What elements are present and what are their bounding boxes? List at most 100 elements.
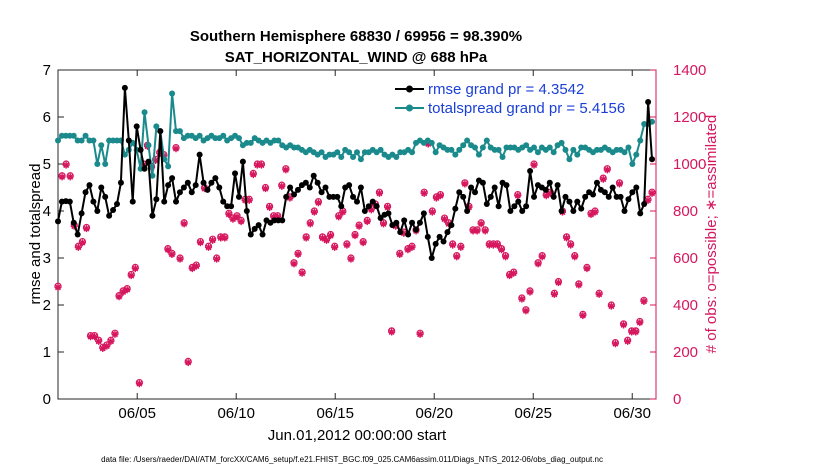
rmse-point [629,189,636,196]
rmse-point [74,231,81,238]
rmse-point [357,184,364,191]
obs-assimilated-point [249,171,257,179]
totalspread-point [346,149,353,156]
obs-assimilated-point [424,140,432,148]
obs-assimilated-point [542,192,550,200]
obs-assimilated-point [205,243,213,251]
rmse-point [550,193,557,200]
totalspread-point [82,132,89,139]
totalspread-point [550,149,557,156]
rmse-series [55,84,656,261]
obs-assimilated-point [262,185,270,193]
left-y-tick-label: 0 [43,391,51,408]
totalspread-point [247,139,254,146]
rmse-point [338,203,345,210]
obs-assimilated-point [82,225,90,233]
rmse-point [515,198,522,205]
obs-assimilated-point [213,255,221,263]
rmse-point [554,182,561,189]
obs-assimilated-point [314,199,322,207]
rmse-point [310,172,317,179]
rmse-point [216,184,223,191]
obs-assimilated-point [233,213,241,221]
rmse-point [448,222,455,229]
obs-assimilated-point [473,227,481,235]
rmse-point [86,182,93,189]
rmse-point [228,203,235,210]
obs-assimilated-point [257,161,265,169]
rmse-point [424,233,431,240]
right-y-axis-label: # of obs: o=possible; ∗=assimilated [703,115,720,354]
obs-assimilated-point [380,220,388,228]
totalspread-point [479,144,486,151]
obs-assimilated-point [571,253,579,261]
rmse-point [121,84,128,91]
totalspread-point [523,142,530,149]
obs-assimilated-point [339,208,347,216]
obs-assimilated-point [554,279,562,287]
rmse-point [350,193,357,200]
obs-assimilated-point [420,189,428,197]
totalspread-point [78,137,85,144]
obs-assimilated-point [432,194,440,202]
totalspread-point [637,137,644,144]
totalspread-point [149,172,156,179]
rmse-point [149,212,156,219]
rmse-point [184,179,191,186]
obs-assimilated-point [282,166,290,174]
rmse-point [129,198,136,205]
obs-assimilated-point [95,337,103,345]
rmse-point [98,184,105,191]
obs-assimilated-point [176,255,184,263]
totalspread-point [428,139,435,146]
obs-assimilated-point [103,342,111,350]
obs-assimilated-point [196,239,204,247]
rmse-point [361,208,368,214]
obs-assimilated-point [115,293,123,301]
rmse-point [503,182,510,189]
totalspread-point [495,146,502,153]
rmse-point [593,179,600,186]
obs-assimilated-point [603,166,611,174]
x-tick-label: 06/10 [217,405,255,422]
obs-assimilated-point [624,337,632,345]
obs-assimilated-point [579,312,587,320]
obs-assimilated-point [343,241,351,249]
right-y-tick-label: 400 [673,297,698,314]
obs-assimilated-point [188,265,196,273]
obs-assimilated-point [481,227,489,235]
rmse-point [609,184,616,191]
obs-assimilated-point [152,156,160,164]
rmse-point [78,210,85,217]
rmse-point [165,182,172,189]
totalspread-point [534,149,541,156]
rmse-point [110,207,117,214]
totalspread-point [153,123,160,130]
rmse-point [157,128,164,135]
rmse-point [114,200,121,207]
rmse-point [605,193,612,200]
legend: rmse grand pr = 4.3542 totalspread grand… [395,81,625,117]
right-y-tick-label: 0 [673,391,681,408]
rmse-point [456,189,463,196]
obs-assimilated-point [404,246,412,254]
obs-assimilated-point [465,203,473,211]
rmse-point [397,229,404,236]
rmse-point [176,189,183,196]
rmse-point [385,210,392,217]
totalspread-point [377,146,384,153]
obs-assimilated-point [644,196,652,204]
rmse-point [546,179,553,186]
obs-assimilated-point [172,145,180,153]
totalspread-point [621,149,628,156]
totalspread-point [531,144,538,151]
totalspread-point [353,149,360,156]
totalspread-point [574,151,581,158]
rmse-point [90,198,97,205]
obs-assimilated-point [209,236,217,244]
obs-assimilated-point [135,380,143,388]
obs-assimilated-point [583,265,591,273]
obs-assimilated-point [388,328,396,336]
obs-assimilated-point [99,344,107,352]
totalspread-point [98,142,105,149]
